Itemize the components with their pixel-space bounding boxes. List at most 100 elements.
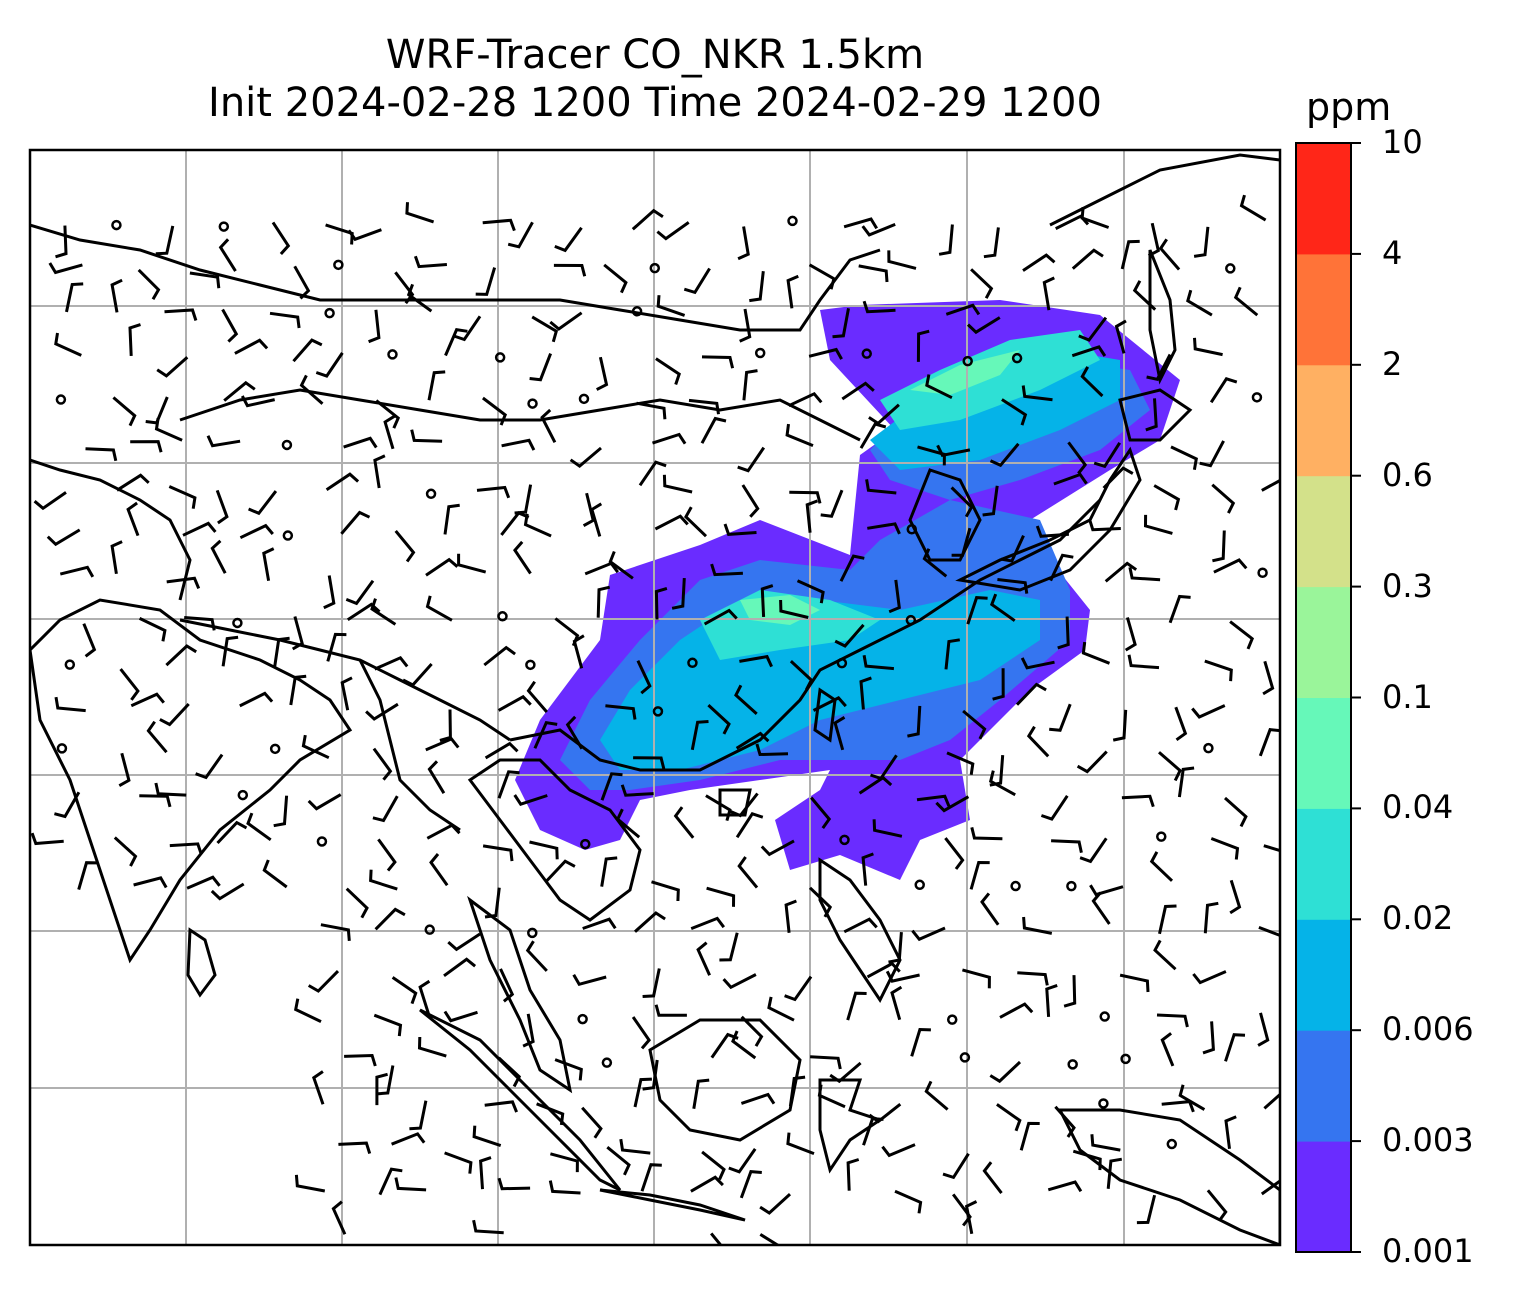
calm-wind-marker <box>324 307 335 319</box>
calm-wind-marker <box>494 352 506 363</box>
wind-barb <box>146 720 168 754</box>
wind-barb <box>457 553 487 574</box>
wind-barb <box>221 635 239 667</box>
wind-barb <box>484 1100 518 1113</box>
wind-barb <box>690 720 709 751</box>
wind-barb <box>911 926 946 942</box>
wind-barb <box>749 271 765 303</box>
wind-barb <box>982 485 999 517</box>
wind-barb <box>59 565 95 578</box>
wind-barb <box>1055 214 1090 230</box>
wind-barb <box>299 374 324 405</box>
wind-barb <box>1072 1149 1102 1171</box>
plume-level-4b <box>880 330 1100 430</box>
wind-barb <box>383 414 396 450</box>
wind-barb <box>950 486 974 518</box>
wind-barb <box>1127 654 1160 670</box>
wind-barb <box>536 1102 565 1126</box>
wind-barb <box>654 586 668 620</box>
wind-barb <box>368 309 381 344</box>
wind-barb <box>671 578 686 610</box>
wind-barb <box>739 1170 762 1199</box>
wind-barb <box>642 1059 659 1091</box>
wind-barb <box>54 696 86 713</box>
wind-barb <box>631 208 664 231</box>
wind-barb <box>565 715 584 750</box>
wind-barb <box>1261 478 1280 492</box>
wind-barb <box>866 961 901 979</box>
wind-barb <box>292 338 323 363</box>
wind-barb <box>1106 1157 1123 1189</box>
wind-barb <box>970 827 1003 841</box>
wind-barb <box>269 311 301 329</box>
wind-barb <box>760 839 795 857</box>
wind-barb <box>453 315 482 342</box>
wind-barb <box>605 704 637 720</box>
wind-barb <box>636 401 667 420</box>
calm-wind-marker <box>1066 880 1077 892</box>
wind-barb <box>1035 525 1070 538</box>
sakhalin <box>1148 249 1177 385</box>
new-guinea <box>1057 1108 1280 1245</box>
wind-barb <box>1057 616 1070 650</box>
wind-barb <box>710 563 743 577</box>
wind-barb <box>497 694 532 712</box>
wind-barb <box>737 226 750 261</box>
wind-barb <box>861 852 874 886</box>
wind-barb <box>373 1013 403 1037</box>
wind-barb <box>1224 1033 1246 1062</box>
wind-barb <box>30 832 64 846</box>
calm-wind-marker <box>1098 1098 1109 1109</box>
wind-barb <box>779 599 809 619</box>
wind-barb <box>910 1027 931 1057</box>
wind-barb <box>1120 239 1140 270</box>
wind-barb <box>1049 553 1074 582</box>
wind-barb <box>1071 248 1104 270</box>
wind-barb <box>944 837 965 870</box>
calm-wind-marker <box>527 398 538 409</box>
wind-barb <box>525 940 548 972</box>
wind-barb <box>740 1015 764 1047</box>
wind-barb <box>293 265 311 300</box>
wind-barb <box>126 501 140 537</box>
calm-wind-marker <box>962 355 973 367</box>
calm-wind-marker <box>1099 1011 1110 1022</box>
wind-barb <box>425 595 453 622</box>
wind-barb <box>1102 466 1134 490</box>
wind-barb <box>1199 440 1225 468</box>
wind-barb <box>1079 837 1108 864</box>
wind-barb <box>347 228 382 242</box>
hainan <box>718 788 752 817</box>
colorbar-tick-label: 0.6 <box>1382 455 1433 494</box>
wind-barb <box>980 892 1000 926</box>
wind-barb <box>942 1152 970 1180</box>
wind-barb <box>784 899 797 933</box>
wind-barb <box>655 357 681 385</box>
calm-wind-marker <box>1166 1138 1178 1150</box>
wind-barb <box>1257 1012 1270 1047</box>
wind-barb <box>935 795 970 813</box>
wind-barb <box>1224 1115 1237 1149</box>
wind-barb <box>1206 1189 1228 1222</box>
wind-barb <box>499 968 515 1003</box>
calm-wind-marker <box>906 523 918 535</box>
malay-peninsula <box>467 895 573 1094</box>
wind-barb <box>731 1030 757 1060</box>
wind-barb <box>82 623 97 658</box>
wind-barb <box>1149 851 1174 882</box>
colorbar-tick-label: 0.04 <box>1382 788 1454 827</box>
wind-barb <box>846 1158 860 1191</box>
wind-barb <box>294 1174 326 1193</box>
wind-barb <box>273 636 290 668</box>
wind-barb <box>789 659 814 691</box>
wind-barb <box>690 1175 724 1193</box>
wind-barb <box>843 217 878 230</box>
wind-barb <box>1239 194 1267 222</box>
wind-barb <box>513 540 532 575</box>
wind-barb <box>722 973 757 990</box>
sri-lanka <box>186 927 217 998</box>
wind-barb <box>1136 1194 1157 1225</box>
wind-barb <box>1128 566 1161 582</box>
wind-barb <box>808 263 836 290</box>
